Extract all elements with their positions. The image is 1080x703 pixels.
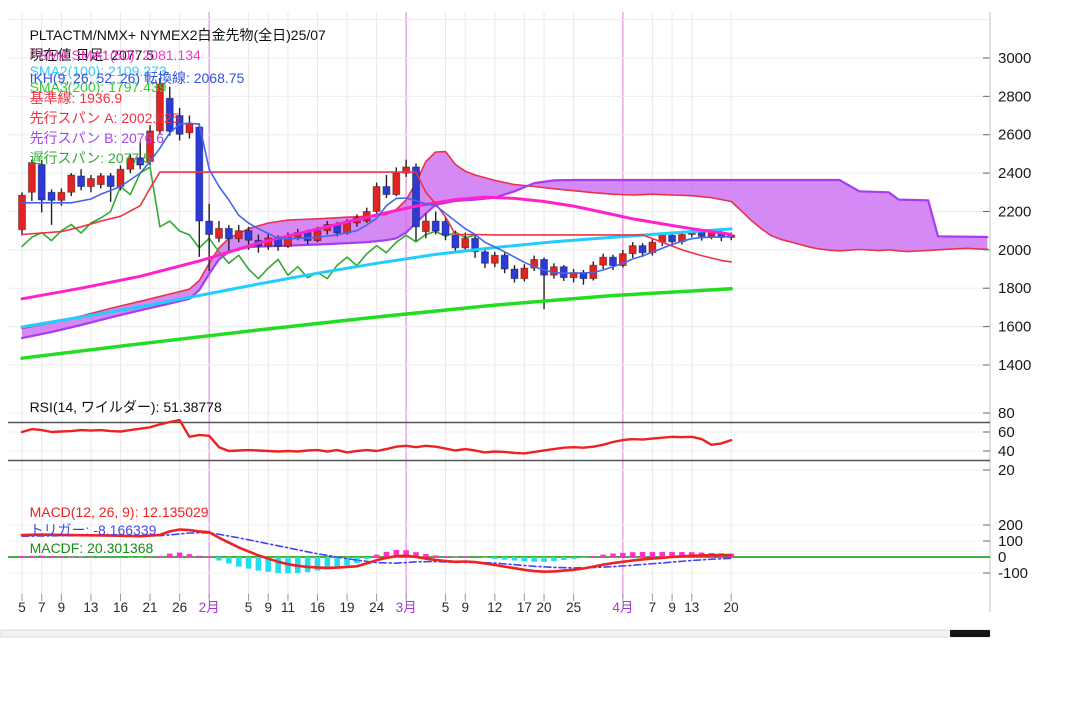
svg-text:2800: 2800 — [998, 88, 1031, 105]
trigger-legend: トリガー: -8.166339 — [29, 522, 157, 538]
svg-text:9: 9 — [58, 600, 66, 615]
chart-header-line1: PLTACTM/NMX+ NYMEX2白金先物(全日)25/07 現在値 日足:… — [14, 9, 335, 81]
svg-text:200: 200 — [998, 517, 1023, 534]
svg-text:20: 20 — [537, 600, 552, 615]
svg-text:7: 7 — [38, 600, 46, 615]
senkou-a-legend: 先行スパン A: 2002.825 — [29, 110, 180, 126]
rsi-legend: RSI(14, ワイルダー): 51.38778 — [29, 399, 222, 415]
price-panel — [8, 19, 990, 366]
rsi-label-row: RSI(14, ワイルダー): 51.38778 — [14, 381, 231, 433]
svg-text:24: 24 — [369, 600, 385, 615]
kijun-legend: 基準線: 1936.9 — [29, 90, 123, 106]
svg-text:13: 13 — [684, 600, 699, 615]
svg-text:9: 9 — [668, 600, 676, 615]
svg-text:5: 5 — [245, 600, 253, 615]
svg-text:5: 5 — [18, 600, 26, 615]
svg-text:4月: 4月 — [612, 600, 633, 615]
svg-text:17: 17 — [517, 600, 532, 615]
svg-text:5: 5 — [442, 600, 450, 615]
svg-text:2月: 2月 — [199, 600, 220, 615]
svg-text:25: 25 — [566, 600, 581, 615]
svg-text:26: 26 — [172, 600, 187, 615]
svg-text:20: 20 — [724, 600, 739, 615]
svg-text:1400: 1400 — [998, 357, 1031, 374]
svg-text:16: 16 — [113, 600, 128, 615]
svg-text:19: 19 — [340, 600, 355, 615]
svg-text:12: 12 — [487, 600, 502, 615]
sma2-legend: SMA2(100): 2109.273 — [29, 63, 167, 79]
svg-text:2400: 2400 — [998, 165, 1031, 182]
svg-text:9: 9 — [264, 600, 272, 615]
current-value-label: 現在値 日足: 2077.5 — [29, 47, 155, 63]
svg-text:80: 80 — [998, 405, 1015, 422]
scrollbar-track[interactable] — [0, 629, 991, 638]
svg-text:20: 20 — [998, 462, 1015, 479]
chikou-span — [21, 166, 476, 280]
svg-text:60: 60 — [998, 424, 1015, 441]
svg-text:1800: 1800 — [998, 280, 1031, 297]
x-axis-labels: 5 7 9 13 16 21 26 2月 5 9 11 16 19 24 3月 5 9 12 17 20 25 4月 7 9 1… — [18, 600, 738, 615]
overlay-lines — [20, 122, 733, 360]
svg-text:9: 9 — [461, 600, 469, 615]
svg-text:0: 0 — [998, 549, 1006, 566]
svg-text:-100: -100 — [998, 565, 1028, 582]
svg-text:2200: 2200 — [998, 203, 1031, 220]
svg-text:3月: 3月 — [396, 600, 417, 615]
svg-text:100: 100 — [998, 533, 1023, 550]
svg-text:7: 7 — [649, 600, 657, 615]
instrument-title: PLTACTM/NMX+ NYMEX2白金先物(全日)25/07 — [29, 27, 326, 43]
svg-text:13: 13 — [83, 600, 98, 615]
sma1-legend: FSMA SMA1(50): 2081.134 — [29, 47, 201, 63]
macd-label-row: MACD(12, 26, 9): 12.135029 トリガー: -8.1663… — [14, 488, 218, 572]
svg-text:1600: 1600 — [998, 319, 1031, 336]
rsi-panel: 80 60 40 20 — [8, 405, 1015, 479]
macdf-legend: MACDF: 20.301368 — [29, 540, 154, 556]
scrollbar-thumb[interactable] — [950, 630, 990, 637]
macd-legend: MACD(12, 26, 9): 12.135029 — [29, 504, 209, 520]
svg-text:3000: 3000 — [998, 50, 1031, 67]
svg-text:11: 11 — [281, 600, 295, 615]
svg-text:16: 16 — [310, 600, 325, 615]
svg-text:2600: 2600 — [998, 127, 1031, 144]
ichimoku-legend: IKH(9, 26, 52, 26) 転換線: 2068.75 基準線: 193… — [14, 52, 253, 184]
senkou-b-legend: 先行スパン B: 2076.6 — [29, 130, 165, 146]
svg-text:40: 40 — [998, 443, 1015, 460]
sma-legend: FSMA SMA1(50): 2081.134 SMA2(100): 2109.… — [14, 31, 210, 111]
sma3-legend: SMA3(200): 1797.439 — [29, 79, 167, 95]
svg-text:2000: 2000 — [998, 242, 1031, 259]
ikh-tenkan-legend: IKH(9, 26, 52, 26) 転換線: 2068.75 — [29, 70, 245, 86]
svg-text:21: 21 — [143, 600, 158, 615]
candles — [18, 78, 736, 310]
chikou-legend: 遅行スパン: 2077.5 — [29, 150, 151, 166]
macd-lines — [20, 528, 733, 574]
horizontal-scrollbar[interactable] — [0, 629, 991, 638]
